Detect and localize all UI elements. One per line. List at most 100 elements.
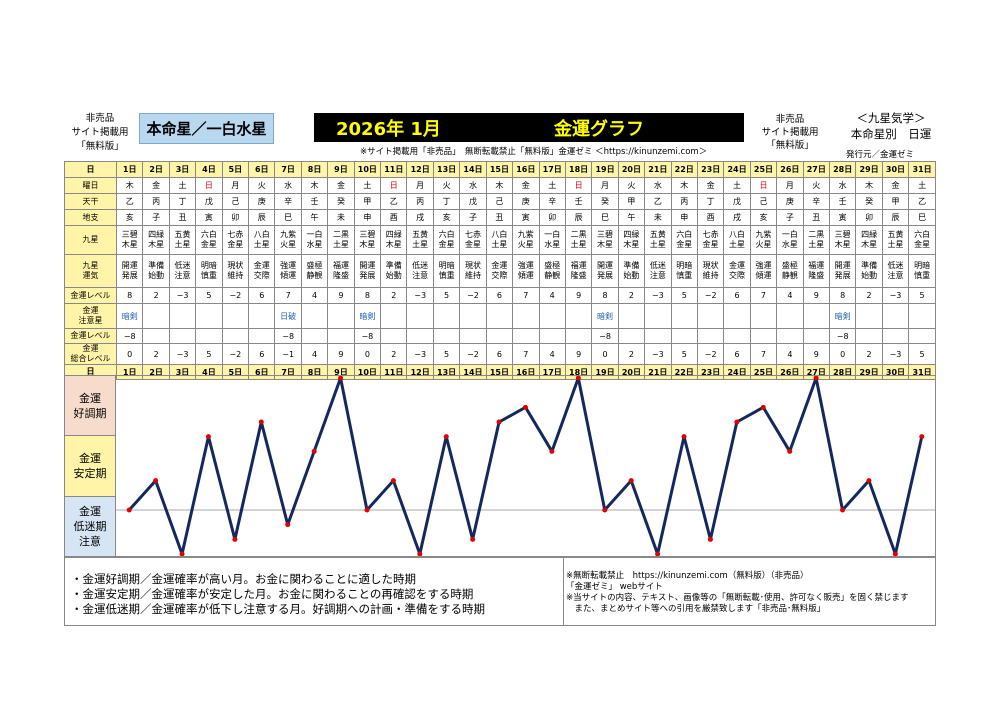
cell: 丑 [802, 209, 830, 226]
cell [538, 303, 566, 329]
row-label: 金運 注意星 [64, 303, 117, 329]
cell: 金 [327, 177, 355, 194]
cell: 強運 傾運 [749, 254, 778, 288]
cell: 二黒 土星 [564, 225, 593, 255]
notice-line: ※当サイトの内容、テキスト、画像等の「無断転載･使用、許可なく販売」を固く禁じま… [566, 593, 909, 603]
cell [380, 328, 408, 344]
cell: 31日 [908, 161, 936, 178]
cell [142, 328, 170, 344]
cell [512, 328, 540, 344]
row-label: 金運レベル [64, 287, 117, 304]
cell: 二黒 土星 [327, 225, 355, 255]
cell: 開運 発展 [115, 254, 144, 288]
cell [776, 328, 804, 344]
cell: 現状 維持 [459, 254, 487, 288]
row-kyu: 九星 三碧 木星 四緑 木星 五黄 土星 六白 金星 七赤 金星 八白 土星 九紫 火星 一白 水星 二黒 土星 三碧… [64, 225, 936, 255]
cell: 開運 発展 [353, 254, 382, 288]
copyright-note: ※サイト掲載用「非売品」 無断転載禁止「無料版」金運ゼミ ＜https://ki… [360, 147, 708, 157]
cell: 戊 [459, 193, 487, 210]
cell: −2 [459, 287, 487, 304]
cell: 二黒 土星 [802, 225, 830, 255]
left-label: 非売品 サイト掲載用 「無料版」 [64, 112, 136, 154]
cell: 18日 [564, 161, 593, 178]
cell: −2 [221, 343, 250, 365]
row-label: 地支 [64, 209, 117, 226]
cell: 2 [142, 287, 170, 304]
cell [670, 328, 698, 344]
cell: 日 [564, 177, 593, 194]
cell: 木 [855, 177, 883, 194]
cell: 戊 [195, 193, 223, 210]
cell: −3 [644, 343, 672, 365]
cell: 暗剣 [353, 303, 382, 329]
label-line: 「無料版」 [766, 140, 814, 151]
cell: 日 [195, 177, 223, 194]
cell: 2 [855, 287, 883, 304]
zone-good: 金運 好調期 [65, 376, 116, 436]
cell: 4日 [195, 161, 223, 178]
cell: 21日 [644, 161, 672, 178]
cell: 金 [142, 177, 170, 194]
cell: 明暗 慎重 [908, 254, 936, 288]
cell [221, 328, 250, 344]
cell: −8 [353, 328, 382, 344]
cell: 暗剣 [828, 303, 857, 329]
cell: 戊 [723, 193, 751, 210]
cell: 庚 [512, 193, 540, 210]
cell: 低迷 注意 [406, 254, 434, 288]
cell: 準備 始動 [855, 254, 883, 288]
cell: 月 [591, 177, 619, 194]
data-point [179, 551, 185, 556]
cell: 子 [142, 209, 170, 226]
data-point [919, 434, 925, 440]
cell: 7 [512, 343, 540, 365]
row-chu: 金運 注意星 暗剣 日破 暗剣 暗剣 暗剣 [64, 303, 936, 329]
cell: 7 [274, 287, 302, 304]
cell: 申 [353, 209, 382, 226]
cell [723, 328, 751, 344]
cell: 低迷 注意 [644, 254, 672, 288]
cell [432, 328, 461, 344]
cell [802, 328, 830, 344]
cell: 五黄 土星 [881, 225, 910, 255]
cell: −3 [881, 287, 910, 304]
cell: 福運 隆盛 [564, 254, 593, 288]
cell: 2 [380, 287, 408, 304]
data-point [866, 478, 872, 484]
notice-line: 「金運ゼミ」 webサイト [566, 582, 663, 592]
cell: 6 [485, 343, 514, 365]
cell: 5日 [221, 161, 250, 178]
cell: 六白 金星 [432, 225, 461, 255]
row-dow: 曜日木金土日月火水木金土日月火水木金土日月火水木金土日月火水木金土 [64, 177, 936, 194]
data-point [840, 507, 846, 513]
cell: 3日 [168, 161, 197, 178]
zone-stable-label: 金運 安定期 [73, 452, 107, 480]
cell: 木 [485, 177, 514, 194]
data-point [338, 376, 344, 381]
cell: 15日 [485, 161, 514, 178]
cell [881, 303, 910, 329]
cell: 24日 [723, 161, 751, 178]
cell: 5 [908, 343, 936, 365]
fortune-chart: 金運 好調期 金運 安定期 金運 低迷期 注意 [64, 375, 936, 557]
cell: 7日 [274, 161, 302, 178]
cell [908, 328, 936, 344]
zone-good-label: 金運 好調期 [73, 391, 107, 420]
cell: 4 [538, 343, 566, 365]
cell: 五黄 土星 [644, 225, 672, 255]
cell: 26日 [776, 161, 804, 178]
cell: 2 [380, 343, 408, 365]
data-point [655, 551, 661, 556]
cell: 金 [881, 177, 910, 194]
cell: 戌 [406, 209, 434, 226]
cell [855, 328, 883, 344]
label-line: ＜九星気学＞ [856, 111, 926, 125]
cell: 0 [828, 343, 857, 365]
cell: 一白 水星 [538, 225, 566, 255]
zone-stable: 金運 安定期 [65, 436, 116, 497]
cell: 開運 発展 [828, 254, 857, 288]
data-point [232, 536, 238, 542]
cell: 午 [300, 209, 329, 226]
row-kan: 天干乙丙丁戊己庚辛壬癸甲乙丙丁戊己庚辛壬癸甲乙丙丁戊己庚辛壬癸甲乙 [64, 193, 936, 210]
data-point [575, 376, 581, 381]
